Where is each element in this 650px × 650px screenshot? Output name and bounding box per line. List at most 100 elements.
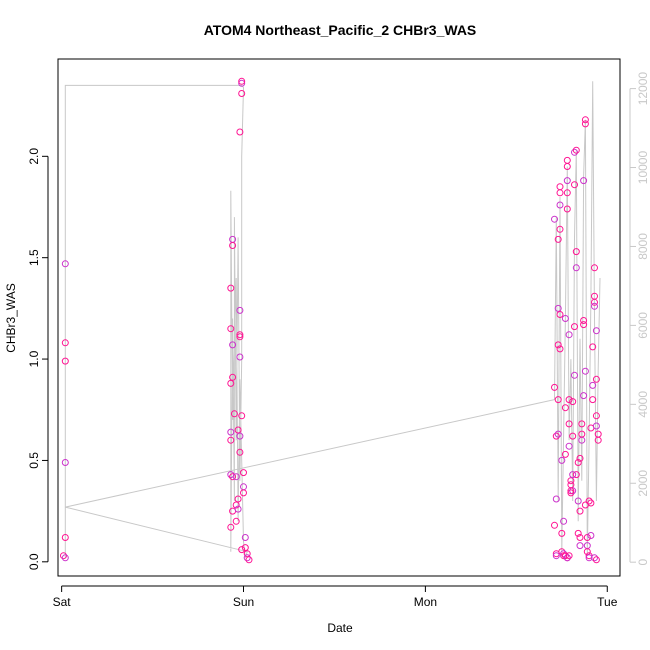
data-point bbox=[554, 235, 562, 243]
y-tick-label: 1.5 bbox=[27, 249, 41, 266]
data-point bbox=[563, 156, 571, 164]
data-point bbox=[229, 341, 237, 349]
data-point bbox=[572, 471, 580, 479]
data-point bbox=[236, 448, 244, 456]
data-point bbox=[567, 477, 575, 485]
data-point bbox=[554, 341, 562, 349]
data-point bbox=[589, 343, 597, 351]
data-point bbox=[591, 554, 598, 562]
right-tick-label: 12000 bbox=[636, 72, 650, 106]
data-point bbox=[571, 371, 578, 379]
data-point bbox=[576, 454, 584, 462]
y-tick-label: 0.0 bbox=[27, 553, 41, 570]
data-point bbox=[592, 412, 600, 420]
data-point bbox=[565, 331, 573, 339]
data-point bbox=[236, 306, 244, 314]
data-point bbox=[60, 552, 67, 560]
data-point bbox=[234, 426, 242, 434]
data-point bbox=[236, 331, 244, 339]
data-point bbox=[592, 422, 600, 430]
data-point bbox=[561, 552, 569, 560]
data-point bbox=[229, 242, 237, 249]
data-point bbox=[551, 215, 558, 223]
data-point bbox=[572, 248, 580, 256]
data-point bbox=[580, 392, 588, 400]
data-point bbox=[238, 412, 246, 420]
data-point bbox=[552, 495, 560, 503]
data-point bbox=[238, 90, 246, 97]
data-point bbox=[563, 177, 571, 185]
data-point bbox=[552, 432, 560, 440]
data-point bbox=[569, 471, 577, 479]
data-point bbox=[61, 357, 69, 365]
data-point bbox=[554, 430, 562, 438]
x-tick-label: Tue bbox=[597, 595, 618, 609]
data-point bbox=[567, 489, 575, 497]
data-point bbox=[241, 534, 249, 541]
chart-title: ATOM4 Northeast_Pacific_2 CHBr3_WAS bbox=[204, 22, 477, 38]
data-point bbox=[574, 529, 582, 537]
data-point bbox=[572, 146, 580, 154]
data-point bbox=[561, 315, 569, 322]
data-point bbox=[556, 311, 564, 318]
data-point bbox=[227, 379, 235, 387]
data-point bbox=[227, 325, 235, 333]
data-point bbox=[238, 77, 246, 85]
data-point bbox=[551, 521, 558, 529]
data-point bbox=[61, 459, 69, 466]
data-point bbox=[229, 473, 237, 481]
data-point bbox=[580, 177, 588, 185]
data-point bbox=[583, 548, 591, 556]
data-point bbox=[227, 436, 235, 444]
points-layer bbox=[60, 77, 602, 564]
data-point bbox=[245, 556, 253, 564]
data-point bbox=[558, 529, 566, 537]
x-tick-label: Mon bbox=[414, 595, 437, 609]
data-point bbox=[236, 353, 244, 361]
data-point bbox=[556, 225, 564, 233]
data-point bbox=[554, 396, 562, 404]
data-point bbox=[578, 430, 586, 438]
data-point bbox=[554, 304, 562, 312]
data-point bbox=[571, 323, 578, 331]
data-point bbox=[591, 264, 598, 272]
right-tick-label: 6000 bbox=[636, 312, 650, 339]
data-point bbox=[552, 552, 560, 560]
data-point bbox=[241, 544, 249, 552]
y-tick-label: 1.0 bbox=[27, 350, 41, 367]
gray-line-layer bbox=[64, 81, 601, 558]
data-point bbox=[61, 534, 69, 541]
x-tick-label: Sat bbox=[53, 595, 72, 609]
data-point bbox=[591, 292, 598, 300]
data-point bbox=[574, 459, 582, 466]
data-point bbox=[243, 550, 251, 558]
data-point bbox=[583, 534, 591, 541]
data-point bbox=[567, 481, 575, 489]
data-point bbox=[240, 469, 247, 477]
data-point bbox=[227, 284, 235, 292]
x-axis: Sat Sun Mon Tue bbox=[53, 585, 618, 609]
data-point bbox=[240, 483, 247, 491]
x-tick-label: Sun bbox=[233, 595, 254, 609]
data-point bbox=[556, 183, 564, 191]
x-axis-label: Date bbox=[327, 621, 353, 635]
data-point bbox=[580, 317, 588, 324]
data-point bbox=[238, 546, 246, 554]
data-point bbox=[229, 373, 237, 381]
data-point bbox=[240, 489, 247, 497]
data-point bbox=[234, 495, 242, 503]
data-point bbox=[551, 383, 558, 391]
data-point bbox=[560, 517, 568, 525]
data-point bbox=[585, 554, 593, 562]
right-tick-label: 4000 bbox=[636, 391, 650, 418]
right-axis: 0 2000 4000 6000 8000 10000 12000 bbox=[629, 72, 650, 566]
data-point bbox=[572, 264, 580, 272]
data-point bbox=[556, 189, 564, 197]
right-tick-label: 8000 bbox=[636, 233, 650, 260]
data-point bbox=[581, 367, 589, 375]
data-point bbox=[243, 554, 251, 562]
y-axis-label: CHBr3_WAS bbox=[4, 283, 18, 353]
data-point bbox=[236, 333, 244, 341]
plot-box bbox=[57, 58, 621, 577]
data-point bbox=[578, 420, 586, 428]
